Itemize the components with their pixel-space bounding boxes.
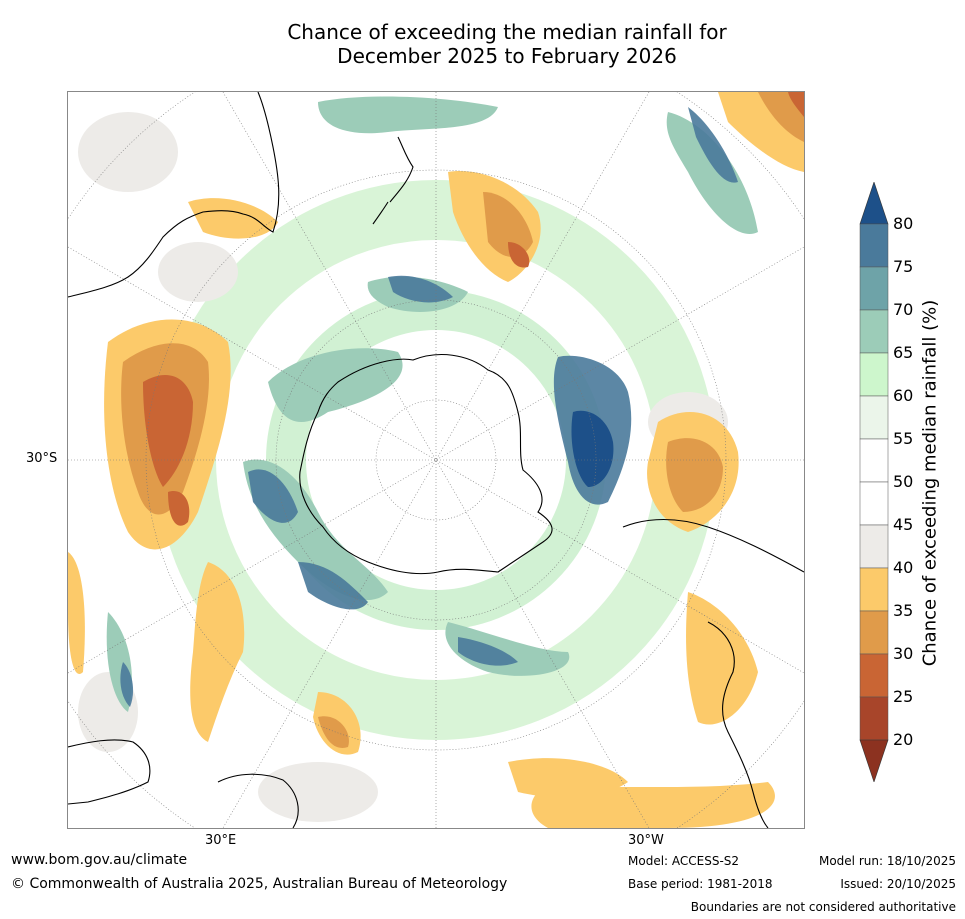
- africa-coast: [68, 739, 151, 805]
- title-line-2: December 2025 to February 2026: [337, 44, 677, 68]
- colorbar-segment: [859, 567, 889, 612]
- footer-model-run: Model run: 18/10/2025: [818, 854, 956, 868]
- rainfall-map[interactable]: [67, 91, 805, 829]
- colorbar-tick-label: 35: [893, 601, 914, 620]
- colorbar-segment: [859, 438, 889, 483]
- new-zealand-north: [389, 136, 414, 203]
- title-line-1: Chance of exceeding the median rainfall …: [287, 20, 727, 44]
- colorbar-tick-label: 50: [893, 472, 914, 491]
- colorbar-segments: [859, 223, 889, 741]
- colorbar-tick-label: 60: [893, 386, 914, 405]
- colorbar-title: Chance of exceeding median rainfall (%): [919, 299, 941, 667]
- colorbar-segment: [859, 352, 889, 397]
- footer-base-period: Base period: 1981-2018: [628, 877, 773, 891]
- colorbar-tick-label: 55: [893, 429, 914, 448]
- colorbar-arrow-bottom: [859, 739, 889, 782]
- footer-url[interactable]: www.bom.gov.au/climate: [11, 852, 188, 868]
- colorbar-segment: [859, 223, 889, 268]
- colorbar: 80 75 70 65 60 55 50 45 40 35 30 25 20: [855, 182, 965, 782]
- colorbar-bar: [859, 182, 889, 782]
- colorbar-tick-label: 30: [893, 644, 914, 663]
- colorbar-arrow-top: [859, 182, 889, 225]
- colorbar-tick-label: 25: [893, 687, 914, 706]
- colorbar-segment: [859, 696, 889, 741]
- pattern-dark-blue: [571, 410, 614, 487]
- colorbar-segment: [859, 395, 889, 440]
- australia-coast: [68, 92, 280, 298]
- footer-boundaries: Boundaries are not considered authoritat…: [690, 900, 956, 914]
- map-canvas: [68, 92, 804, 828]
- footer-copyright: © Commonwealth of Australia 2025, Austra…: [11, 876, 508, 892]
- colorbar-segment: [859, 610, 889, 655]
- latitude-label-30s: 30°S: [26, 451, 58, 466]
- map-title: Chance of exceeding the median rainfall …: [67, 20, 947, 68]
- south-america-east: [707, 621, 769, 828]
- south-america-coast: [622, 518, 804, 573]
- colorbar-tick-label: 20: [893, 730, 914, 749]
- longitude-label-30w: 30°W: [628, 833, 664, 848]
- colorbar-segment: [859, 653, 889, 698]
- colorbar-segment: [859, 309, 889, 354]
- longitude-label-30e: 30°E: [205, 833, 237, 848]
- graticule: [68, 92, 804, 828]
- colorbar-tick-label: 75: [893, 257, 914, 276]
- pattern-brown: [143, 92, 804, 526]
- coastlines: [68, 92, 804, 828]
- colorbar-tick-label: 70: [893, 300, 914, 319]
- colorbar-tick-label: 45: [893, 515, 914, 534]
- colorbar-segment: [859, 524, 889, 569]
- colorbar-segment: [859, 266, 889, 311]
- colorbar-tick-label: 40: [893, 558, 914, 577]
- footer-model: Model: ACCESS-S2: [628, 854, 740, 868]
- new-zealand-south: [372, 201, 389, 225]
- madagascar-coast: [217, 773, 299, 828]
- antarctica-coast: [299, 354, 553, 575]
- colorbar-segment: [859, 481, 889, 526]
- colorbar-tick-label: 65: [893, 343, 914, 362]
- footer-issued: Issued: 20/10/2025: [840, 877, 956, 891]
- colorbar-tick-label: 80: [893, 214, 914, 233]
